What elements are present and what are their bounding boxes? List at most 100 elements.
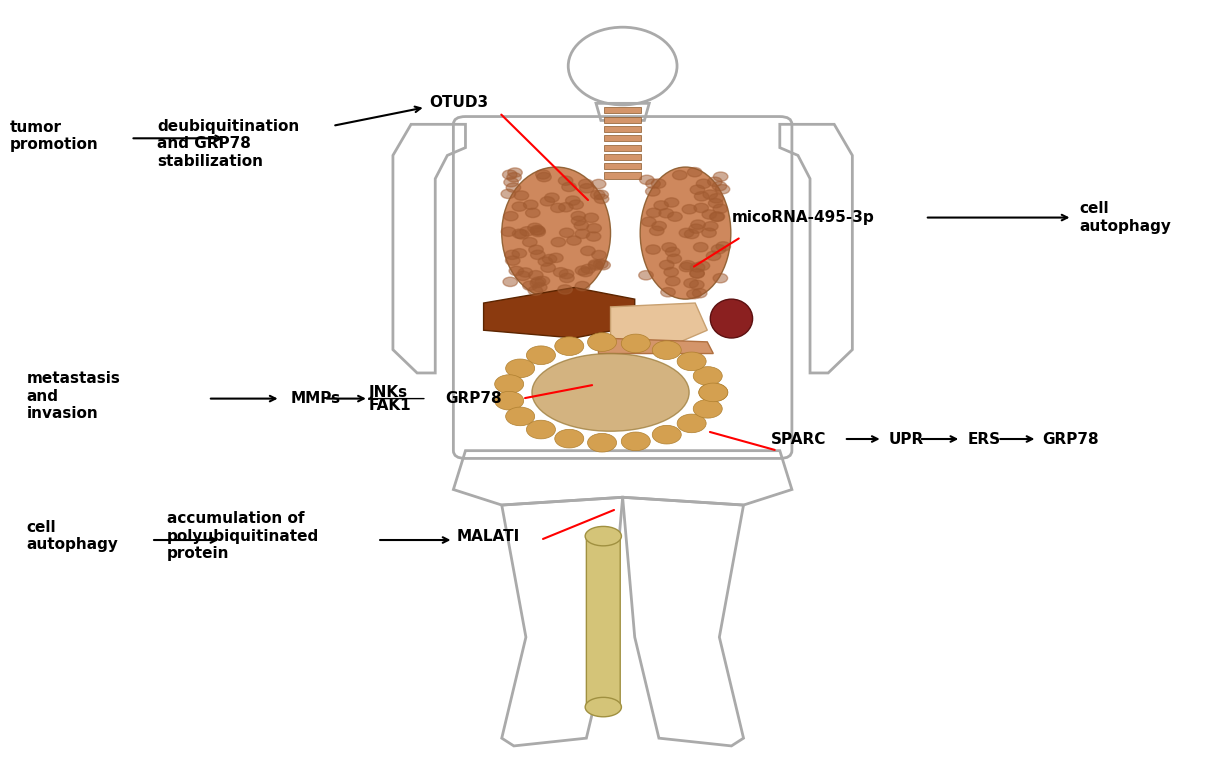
Circle shape <box>503 277 517 287</box>
Circle shape <box>505 359 534 378</box>
Text: cell
autophagy: cell autophagy <box>27 520 118 552</box>
Circle shape <box>578 267 592 277</box>
Circle shape <box>710 212 724 221</box>
Circle shape <box>710 212 724 221</box>
FancyBboxPatch shape <box>586 532 620 711</box>
Circle shape <box>589 260 603 269</box>
Circle shape <box>701 228 716 238</box>
Circle shape <box>526 420 555 439</box>
Circle shape <box>501 190 515 199</box>
Circle shape <box>702 190 717 199</box>
Circle shape <box>594 190 608 200</box>
Circle shape <box>505 250 520 260</box>
Circle shape <box>679 228 694 238</box>
Circle shape <box>689 224 704 233</box>
Circle shape <box>575 229 590 239</box>
Circle shape <box>562 183 577 192</box>
Circle shape <box>696 179 711 188</box>
Circle shape <box>702 210 717 219</box>
Circle shape <box>652 341 681 360</box>
Circle shape <box>515 271 530 280</box>
Circle shape <box>716 185 730 194</box>
Text: cell
autophagy: cell autophagy <box>1080 201 1172 234</box>
Bar <box>604 154 641 160</box>
Circle shape <box>507 183 521 192</box>
Circle shape <box>504 211 519 221</box>
Circle shape <box>531 228 545 237</box>
Circle shape <box>707 177 722 186</box>
Circle shape <box>708 198 723 207</box>
Text: UPR: UPR <box>889 431 924 447</box>
Circle shape <box>502 227 516 236</box>
Circle shape <box>537 172 551 182</box>
Circle shape <box>694 242 708 252</box>
Circle shape <box>591 250 606 260</box>
Circle shape <box>665 247 679 256</box>
Circle shape <box>528 286 543 295</box>
Circle shape <box>690 269 705 278</box>
Circle shape <box>530 225 544 235</box>
Text: deubiquitination
and GRP78
stabilization: deubiquitination and GRP78 stabilization <box>157 119 300 169</box>
Text: micoRNA-495-3p: micoRNA-495-3p <box>731 210 874 225</box>
Circle shape <box>515 230 530 239</box>
Circle shape <box>526 208 540 218</box>
Circle shape <box>555 336 584 355</box>
Circle shape <box>549 253 563 263</box>
Circle shape <box>664 198 678 207</box>
Circle shape <box>594 260 608 269</box>
Circle shape <box>710 193 724 203</box>
Circle shape <box>672 170 687 179</box>
Bar <box>604 163 641 169</box>
Circle shape <box>522 238 537 247</box>
Circle shape <box>713 172 728 181</box>
Circle shape <box>649 226 664 235</box>
Circle shape <box>646 186 660 196</box>
Circle shape <box>679 263 694 272</box>
Text: MMPs: MMPs <box>290 391 340 406</box>
Circle shape <box>551 238 566 247</box>
Ellipse shape <box>502 167 611 299</box>
Circle shape <box>582 264 596 274</box>
Circle shape <box>667 254 682 263</box>
Polygon shape <box>611 303 707 346</box>
Circle shape <box>579 183 594 193</box>
Circle shape <box>646 245 660 254</box>
Circle shape <box>494 375 523 393</box>
Circle shape <box>699 383 728 402</box>
Circle shape <box>677 352 706 371</box>
Circle shape <box>690 185 705 194</box>
Circle shape <box>559 176 573 186</box>
Circle shape <box>694 192 708 201</box>
Circle shape <box>677 414 706 433</box>
Circle shape <box>532 283 546 292</box>
Circle shape <box>571 211 585 221</box>
Text: OTUD3: OTUD3 <box>429 95 488 110</box>
Bar <box>604 145 641 151</box>
Circle shape <box>536 170 550 179</box>
Circle shape <box>557 285 572 294</box>
Circle shape <box>543 254 557 263</box>
Circle shape <box>690 263 705 272</box>
Bar <box>604 107 641 113</box>
Ellipse shape <box>532 354 689 431</box>
Text: ERS: ERS <box>967 431 1000 447</box>
Circle shape <box>575 266 590 275</box>
Circle shape <box>713 274 728 283</box>
Circle shape <box>647 208 661 218</box>
Circle shape <box>596 260 611 270</box>
Circle shape <box>588 434 617 452</box>
Circle shape <box>589 261 603 270</box>
Circle shape <box>531 250 545 260</box>
Circle shape <box>588 333 617 351</box>
Circle shape <box>530 278 544 287</box>
Ellipse shape <box>710 299 752 338</box>
Circle shape <box>574 221 589 230</box>
Circle shape <box>505 407 534 426</box>
Circle shape <box>494 392 523 410</box>
Circle shape <box>716 242 730 251</box>
Text: GRP78: GRP78 <box>445 391 502 406</box>
Circle shape <box>540 197 555 206</box>
Circle shape <box>554 267 568 277</box>
Text: SPARC: SPARC <box>771 431 827 447</box>
Ellipse shape <box>585 527 621 545</box>
